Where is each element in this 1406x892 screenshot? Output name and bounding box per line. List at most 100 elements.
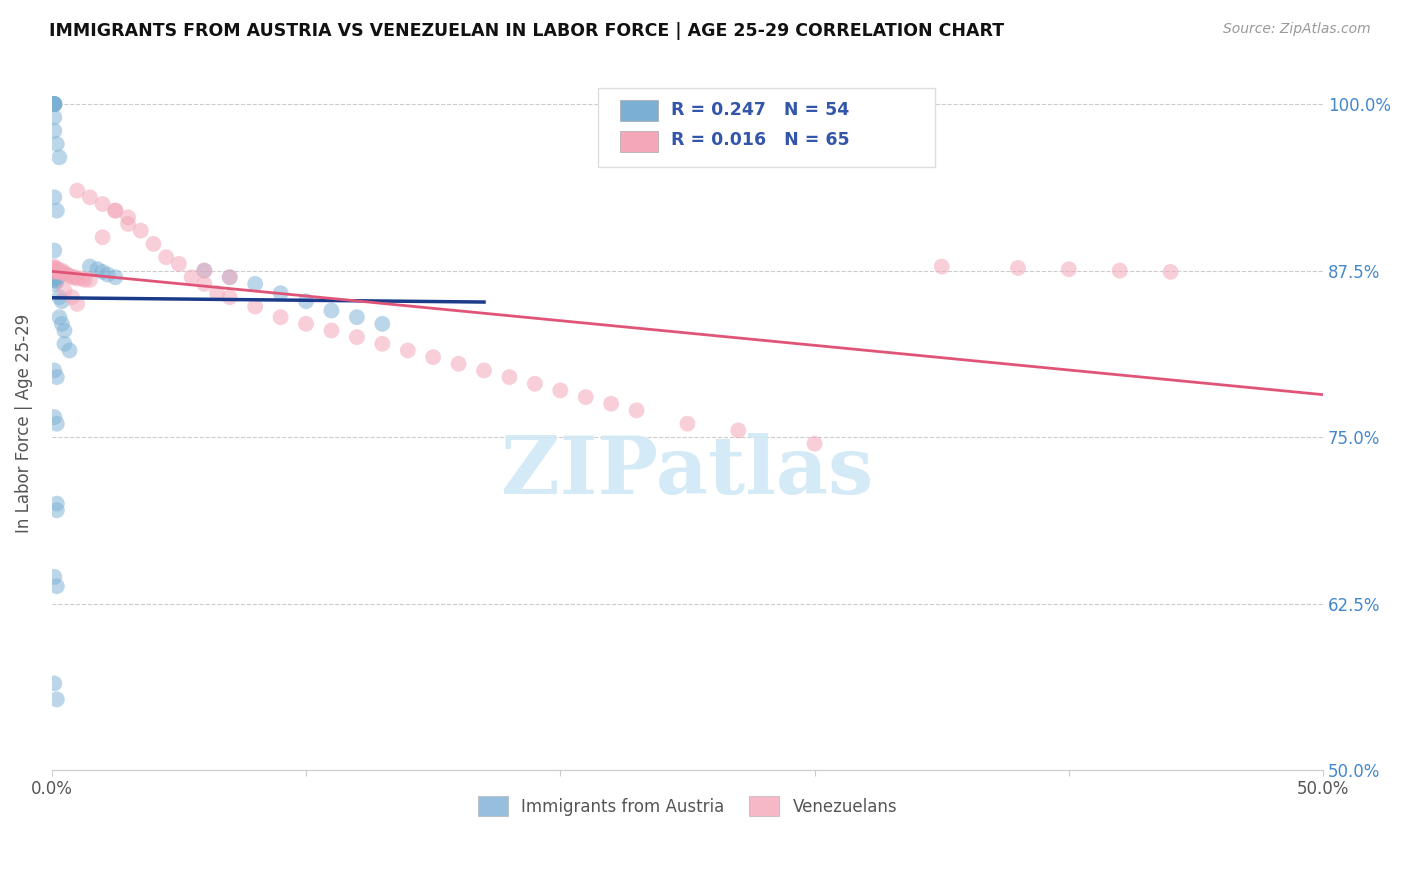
Point: [104, 203, 127, 218]
Point: [73, 273, 96, 287]
Point: [51, 263, 73, 277]
Point: [447, 357, 470, 371]
Point: [48, 310, 70, 325]
Point: [53, 266, 76, 280]
Point: [45, 136, 67, 151]
Bar: [620, 131, 658, 152]
Text: R = 0.247   N = 54: R = 0.247 N = 54: [671, 101, 849, 119]
Point: [117, 211, 139, 225]
Point: [72, 271, 94, 285]
Point: [218, 270, 240, 285]
Point: [45, 262, 67, 277]
Point: [51, 294, 73, 309]
Point: [523, 376, 546, 391]
Point: [44, 262, 66, 277]
Point: [44, 97, 66, 112]
Point: [1057, 262, 1080, 277]
Point: [44, 265, 66, 279]
Point: [142, 236, 165, 251]
Point: [295, 294, 318, 309]
Point: [66, 271, 89, 285]
Point: [44, 263, 66, 277]
Point: [727, 423, 749, 437]
Point: [53, 324, 76, 338]
Point: [58, 268, 80, 283]
Point: [1160, 265, 1182, 279]
Point: [63, 270, 86, 285]
Point: [422, 350, 444, 364]
Point: [44, 124, 66, 138]
Point: [180, 270, 202, 285]
Point: [45, 203, 67, 218]
Point: [321, 303, 343, 318]
Point: [1007, 260, 1029, 275]
Point: [44, 97, 66, 112]
Point: [86, 262, 108, 277]
Point: [79, 260, 101, 274]
Point: [45, 263, 67, 277]
Point: [44, 97, 66, 112]
Point: [396, 343, 419, 358]
Point: [1108, 263, 1130, 277]
Point: [44, 260, 66, 275]
Point: [44, 270, 66, 285]
Point: [48, 290, 70, 304]
Point: [53, 284, 76, 298]
Point: [218, 290, 240, 304]
Point: [243, 277, 266, 291]
Point: [104, 203, 127, 218]
Point: [104, 270, 127, 285]
Point: [45, 274, 67, 288]
Point: [45, 497, 67, 511]
Point: [53, 336, 76, 351]
Point: [193, 263, 215, 277]
Point: [45, 417, 67, 431]
Point: [155, 250, 177, 264]
Point: [60, 290, 83, 304]
Bar: [620, 100, 658, 121]
Point: [44, 97, 66, 112]
Point: [44, 410, 66, 425]
Point: [44, 97, 66, 112]
Point: [45, 370, 67, 384]
Point: [66, 184, 89, 198]
Point: [321, 324, 343, 338]
Point: [44, 277, 66, 291]
Point: [44, 273, 66, 287]
Point: [44, 111, 66, 125]
Point: [60, 270, 83, 285]
Point: [56, 268, 79, 282]
Point: [626, 403, 648, 417]
Point: [79, 190, 101, 204]
Point: [346, 310, 368, 325]
Point: [91, 230, 114, 244]
Point: [803, 436, 825, 450]
Point: [51, 266, 73, 280]
Point: [44, 97, 66, 112]
Point: [550, 384, 572, 398]
Point: [243, 300, 266, 314]
Point: [44, 263, 66, 277]
Point: [91, 197, 114, 211]
Point: [371, 317, 394, 331]
Text: ZIPatlas: ZIPatlas: [502, 434, 873, 511]
Point: [44, 270, 66, 285]
Point: [117, 217, 139, 231]
Point: [44, 363, 66, 377]
Point: [600, 397, 623, 411]
Point: [44, 570, 66, 584]
Legend: Immigrants from Austria, Venezuelans: Immigrants from Austria, Venezuelans: [470, 788, 905, 824]
Point: [44, 190, 66, 204]
Point: [193, 263, 215, 277]
Point: [44, 676, 66, 690]
Point: [48, 150, 70, 164]
Point: [45, 579, 67, 593]
Point: [79, 273, 101, 287]
Point: [91, 265, 114, 279]
Text: Source: ZipAtlas.com: Source: ZipAtlas.com: [1223, 22, 1371, 37]
Point: [218, 270, 240, 285]
Text: R = 0.016   N = 65: R = 0.016 N = 65: [671, 131, 849, 150]
Point: [48, 265, 70, 279]
Y-axis label: In Labor Force | Age 25-29: In Labor Force | Age 25-29: [15, 314, 32, 533]
Point: [295, 317, 318, 331]
